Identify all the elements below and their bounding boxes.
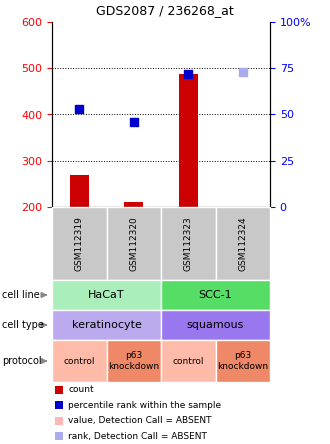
Text: p63
knockdown: p63 knockdown [108,351,159,371]
Text: value, Detection Call = ABSENT: value, Detection Call = ABSENT [68,416,212,425]
Bar [70,174,89,207]
Text: percentile rank within the sample: percentile rank within the sample [68,401,221,410]
Text: p63
knockdown: p63 knockdown [217,351,268,371]
Text: squamous: squamous [187,320,244,330]
Text: rank, Detection Call = ABSENT: rank, Detection Call = ABSENT [68,432,207,441]
Bar [124,202,143,207]
Point [240,68,246,75]
Text: GSM112320: GSM112320 [129,216,138,271]
Text: GDS2087 / 236268_at: GDS2087 / 236268_at [96,4,234,17]
Text: GSM112319: GSM112319 [75,216,84,271]
Bar [179,74,198,207]
Point [131,119,136,126]
Text: HaCaT: HaCaT [88,290,125,300]
Text: GSM112324: GSM112324 [238,216,247,271]
Text: protocol: protocol [2,356,41,366]
Text: control: control [173,357,204,365]
Text: keratinocyte: keratinocyte [72,320,142,330]
Text: cell line: cell line [2,290,39,300]
Text: GSM112323: GSM112323 [184,216,193,271]
Text: cell type: cell type [2,320,44,330]
Text: count: count [68,385,94,394]
Point [77,105,82,112]
Point [185,70,191,77]
Text: SCC-1: SCC-1 [199,290,232,300]
Text: control: control [63,357,95,365]
